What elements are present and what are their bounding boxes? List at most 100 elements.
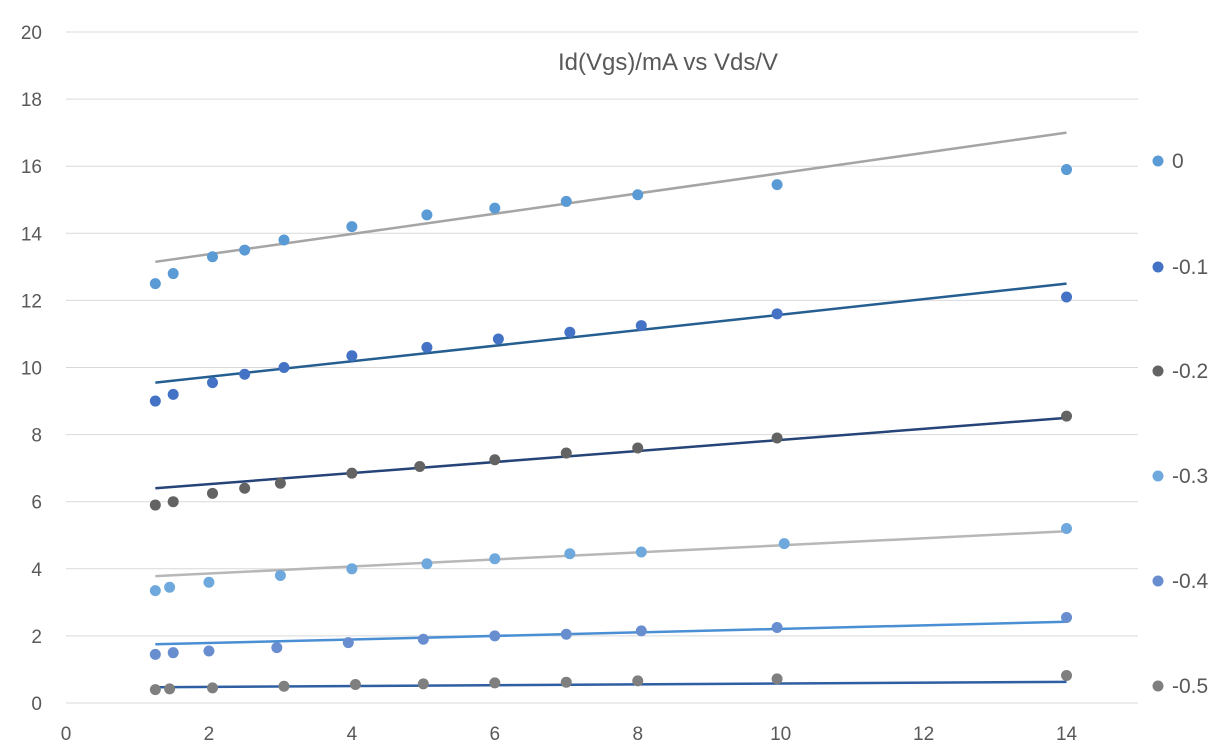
x-tick-label: 0 (61, 724, 72, 745)
data-point (239, 244, 251, 256)
legend-item: -0.3 (1152, 465, 1208, 488)
trendlines (155, 131, 1067, 689)
legend-marker (1152, 365, 1164, 377)
data-point (149, 499, 161, 511)
data-point (489, 677, 501, 689)
data-point (167, 647, 179, 659)
data-point (271, 642, 283, 654)
x-tick-label: 4 (347, 724, 358, 745)
data-point (167, 268, 179, 280)
trendline-series-2 (155, 416, 1067, 490)
legend-label: -0.1 (1172, 256, 1208, 279)
gridlines (66, 31, 1138, 704)
y-tick-label: 6 (31, 493, 42, 514)
data-point (778, 538, 790, 550)
y-tick-label: 12 (21, 291, 42, 312)
data-point (203, 576, 215, 588)
y-tick-label: 8 (31, 426, 42, 447)
data-point (632, 675, 644, 687)
data-point (278, 362, 290, 373)
data-point (149, 278, 161, 290)
data-point (149, 684, 161, 696)
legend-item: -0.4 (1152, 570, 1209, 593)
legend: 0 -0.1 -0.2 -0.3 -0.4 -0.5 (1152, 150, 1209, 698)
data-point (489, 553, 501, 565)
y-tick-label: 4 (31, 560, 42, 581)
data-point (489, 202, 501, 214)
legend-label: -0.3 (1172, 465, 1208, 488)
data-point (421, 558, 433, 570)
data-point (564, 548, 576, 560)
data-point (414, 460, 426, 472)
data-point (239, 482, 251, 494)
data-point (564, 326, 576, 338)
data-point (274, 570, 286, 582)
data-point (771, 308, 783, 320)
data-point (492, 333, 504, 345)
trendline-series-0 (155, 131, 1067, 264)
data-point (207, 487, 219, 499)
x-tick-label: 14 (1056, 724, 1078, 745)
data-point (346, 563, 358, 575)
trendline-series-3 (155, 529, 1067, 578)
data-point (632, 442, 644, 454)
y-tick-label: 20 (21, 23, 42, 44)
data-point (346, 221, 358, 233)
x-tick-label: 8 (632, 724, 643, 745)
y-tick-label: 10 (21, 359, 42, 380)
data-point (1061, 669, 1073, 681)
data-point (1061, 410, 1073, 422)
data-point (346, 467, 358, 479)
data-point (207, 377, 219, 389)
data-point (560, 676, 572, 688)
legend-label: -0.4 (1172, 570, 1209, 593)
legend-item: -0.2 (1152, 360, 1208, 383)
data-point (1061, 291, 1073, 303)
data-point (1061, 611, 1073, 623)
data-point (421, 341, 433, 353)
legend-marker (1152, 470, 1164, 482)
legend-item: 0 (1152, 150, 1184, 173)
legend-marker (1152, 575, 1164, 587)
data-point (239, 368, 251, 380)
data-point (489, 454, 501, 466)
data-point (167, 496, 179, 508)
legend-marker (1152, 680, 1164, 692)
data-point (771, 622, 783, 634)
data-point (203, 645, 215, 657)
data-point (632, 189, 644, 201)
x-tick-label: 6 (490, 724, 501, 745)
legend-marker (1152, 155, 1164, 167)
data-point (278, 234, 290, 246)
data-point (635, 320, 647, 332)
data-point (417, 678, 429, 690)
x-axis-ticks: 0 2 4 6 8 10 12 14 (61, 724, 1078, 745)
chart-title: Id(Vgs)/mA vs Vds/V (558, 49, 778, 76)
trendline-series-4 (155, 620, 1067, 646)
legend-label: -0.5 (1172, 675, 1208, 698)
data-point (149, 585, 161, 597)
data-point (421, 209, 433, 221)
legend-item: -0.1 (1152, 256, 1208, 279)
data-point (560, 195, 572, 207)
y-tick-label: 18 (21, 90, 42, 111)
data-point (1061, 523, 1073, 535)
y-tick-label: 16 (21, 157, 42, 178)
data-point (278, 680, 290, 692)
data-point (771, 673, 783, 685)
data-point (207, 682, 219, 694)
data-point (560, 447, 572, 459)
data-point (149, 395, 161, 407)
x-tick-label: 12 (913, 724, 934, 745)
data-point (417, 633, 429, 645)
legend-marker (1152, 261, 1164, 273)
trendline-series-5 (155, 680, 1067, 689)
data-point (342, 637, 354, 649)
data-point (635, 625, 647, 637)
data-point (167, 388, 179, 400)
data-point (274, 477, 286, 489)
data-point (149, 648, 161, 660)
data-point (771, 179, 783, 191)
trendline-series-1 (155, 282, 1067, 384)
